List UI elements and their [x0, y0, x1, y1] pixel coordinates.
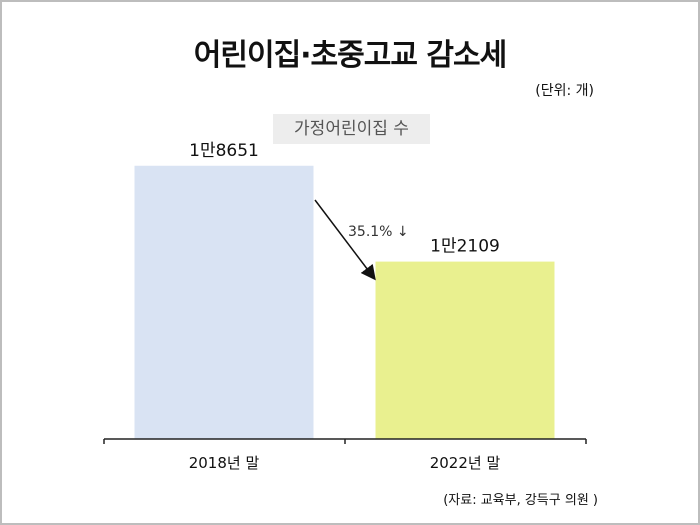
change-annotation: 35.1% ↓ [348, 224, 409, 240]
unit-label: (단위: 개) [535, 83, 594, 99]
change-arrow [314, 199, 376, 281]
bar-1 [134, 165, 314, 439]
chart-title: 어린이집·초중고교 감소세 [193, 38, 507, 73]
data-label-2: 1만2109 [430, 237, 500, 257]
x-tick-label-1: 2018년 말 [189, 454, 260, 472]
chart-subtitle: 가정어린이집 수 [273, 114, 430, 144]
data-label-1: 1만8651 [189, 141, 259, 161]
source-note: (자료: 교육부, 강득구 의원 ) [443, 493, 598, 508]
x-tick-label-2: 2022년 말 [430, 454, 501, 472]
bar-2 [375, 261, 555, 439]
